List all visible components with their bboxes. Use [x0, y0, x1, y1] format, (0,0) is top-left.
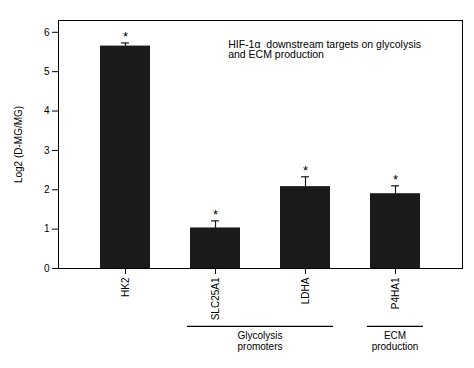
svg-text:*: * [303, 163, 308, 178]
svg-text:SLC25A1: SLC25A1 [210, 277, 221, 320]
svg-text:0: 0 [44, 263, 50, 274]
svg-text:3: 3 [44, 145, 50, 156]
svg-text:1: 1 [44, 223, 50, 234]
svg-text:HIF-1α downstream targets on: HIF-1α downstream targets on glycolysisa… [228, 38, 421, 61]
svg-text:5: 5 [44, 66, 50, 77]
svg-text:*: * [213, 207, 218, 222]
svg-text:4: 4 [44, 105, 50, 116]
svg-text:HK2: HK2 [120, 277, 131, 297]
svg-text:ECMproduction: ECMproduction [372, 330, 419, 352]
svg-text:Glycolysispromoters: Glycolysispromoters [237, 330, 282, 352]
svg-text:2: 2 [44, 184, 50, 195]
svg-text:Log2 (D-MG/MG): Log2 (D-MG/MG) [13, 106, 24, 183]
svg-text:P4HA1: P4HA1 [390, 277, 401, 309]
svg-text:*: * [393, 172, 398, 187]
svg-text:*: * [123, 29, 128, 44]
svg-text:LDHA: LDHA [300, 277, 311, 304]
svg-text:6: 6 [44, 27, 50, 38]
